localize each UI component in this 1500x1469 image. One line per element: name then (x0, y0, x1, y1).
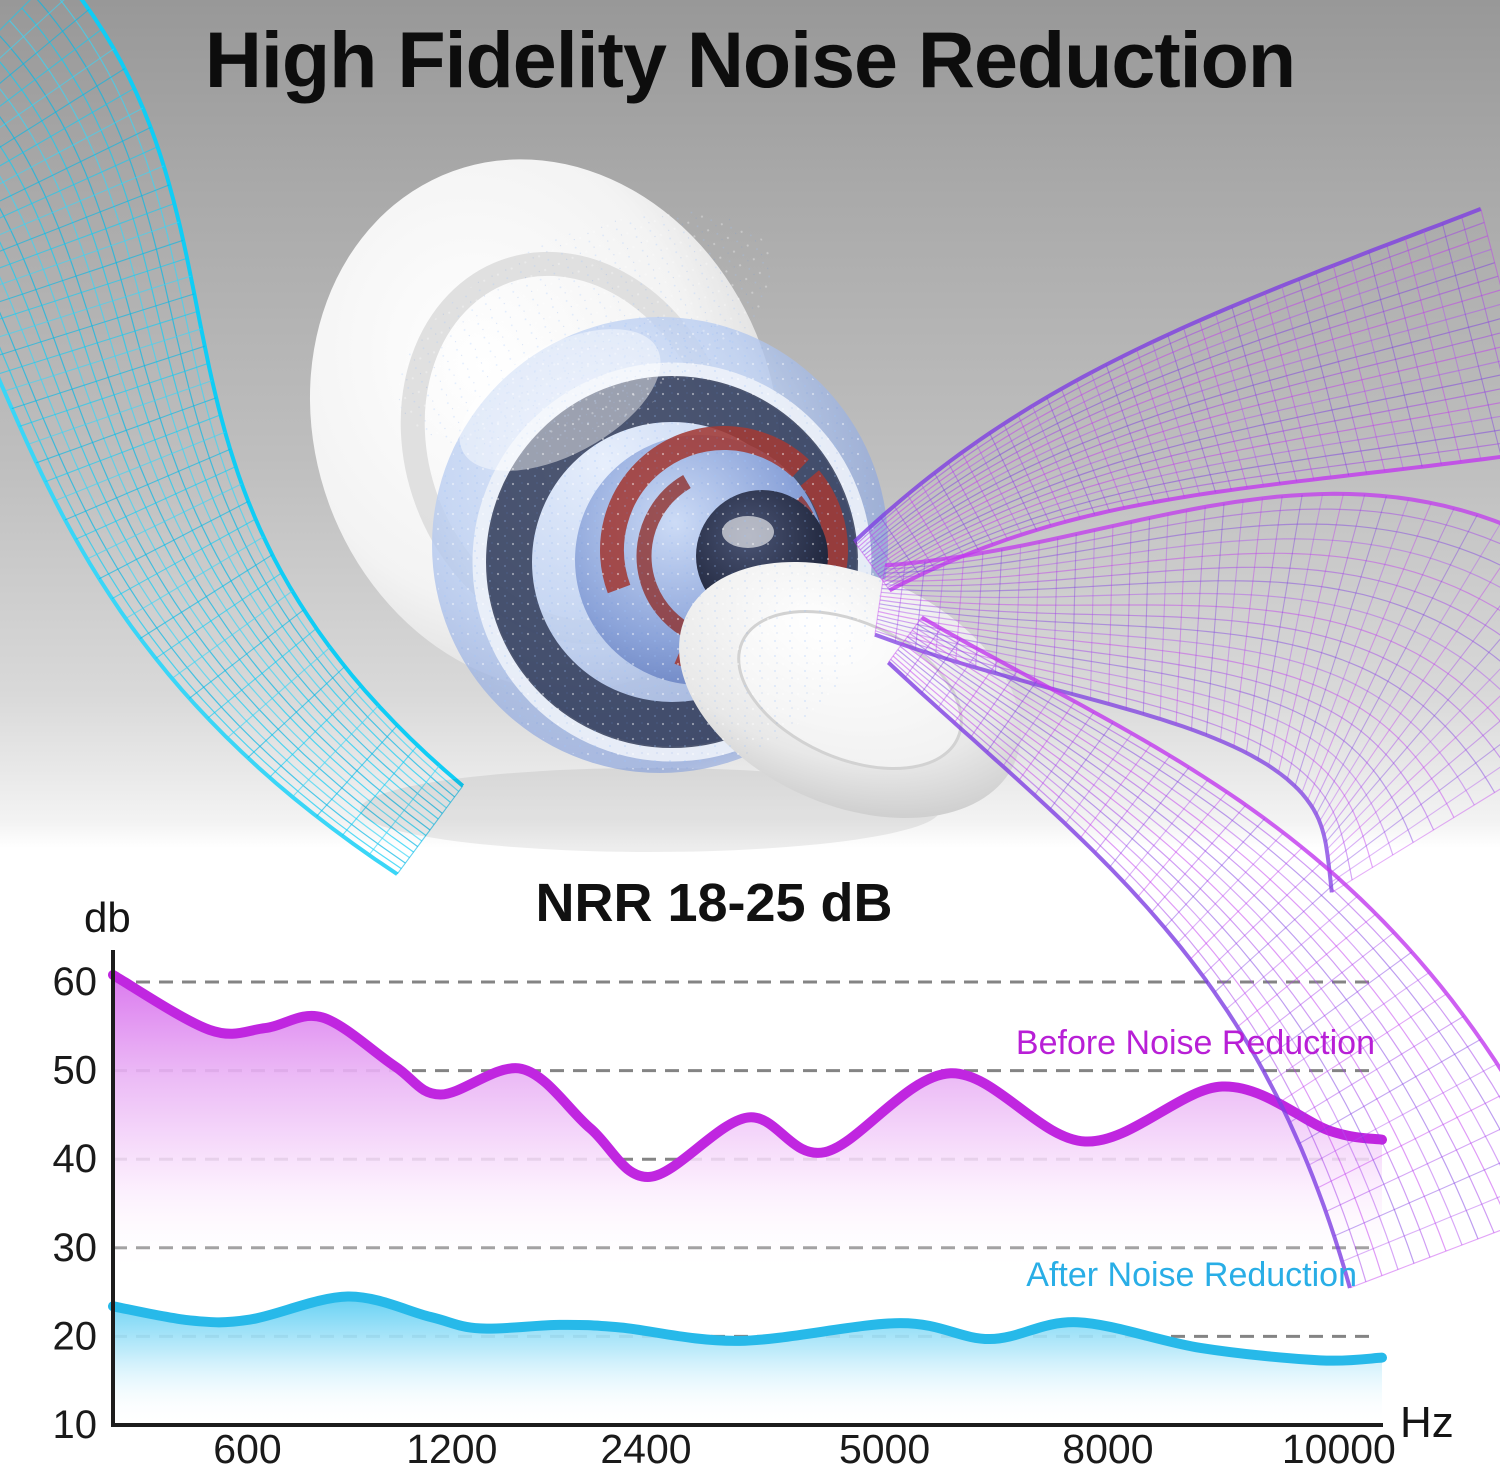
x-tick-label-8000: 8000 (1062, 1426, 1153, 1469)
y-tick-label-30: 30 (53, 1226, 98, 1270)
wave-mesh-line (1349, 1229, 1500, 1289)
series-area-after (113, 1296, 1382, 1425)
x-axis-unit-label: Hz (1400, 1398, 1454, 1447)
wave-mesh-line (1308, 1063, 1498, 1166)
hero-background (0, 0, 1500, 848)
wave-mesh-line (1316, 1095, 1500, 1189)
wave-mesh-line (1325, 1128, 1500, 1213)
series-line-after (108, 1291, 1387, 1366)
wave-mesh-line (1341, 1196, 1500, 1263)
legend-after-noise-reduction: After Noise Reduction (1026, 1256, 1357, 1294)
y-axis-unit-label: db (84, 894, 131, 941)
y-tick-label-40: 40 (53, 1137, 98, 1181)
hero-title: High Fidelity Noise Reduction (204, 15, 1296, 104)
x-tick-label-5000: 5000 (839, 1426, 930, 1469)
chart-title: NRR 18-25 dB (535, 873, 893, 933)
wave-mesh-line (1333, 1162, 1500, 1237)
x-tick-label-2400: 2400 (600, 1426, 691, 1469)
y-tick-label-50: 50 (53, 1049, 98, 1093)
series-line-before (108, 969, 1387, 1182)
x-tick-label-1200: 1200 (406, 1426, 497, 1469)
x-tick-label-600: 600 (213, 1426, 281, 1469)
y-tick-label-20: 20 (53, 1314, 98, 1358)
x-tick-label-10000: 10000 (1282, 1426, 1396, 1469)
legend-before-noise-reduction: Before Noise Reduction (1015, 1024, 1375, 1062)
y-tick-label-60: 60 (53, 960, 98, 1004)
y-tick-label-10: 10 (53, 1403, 98, 1447)
